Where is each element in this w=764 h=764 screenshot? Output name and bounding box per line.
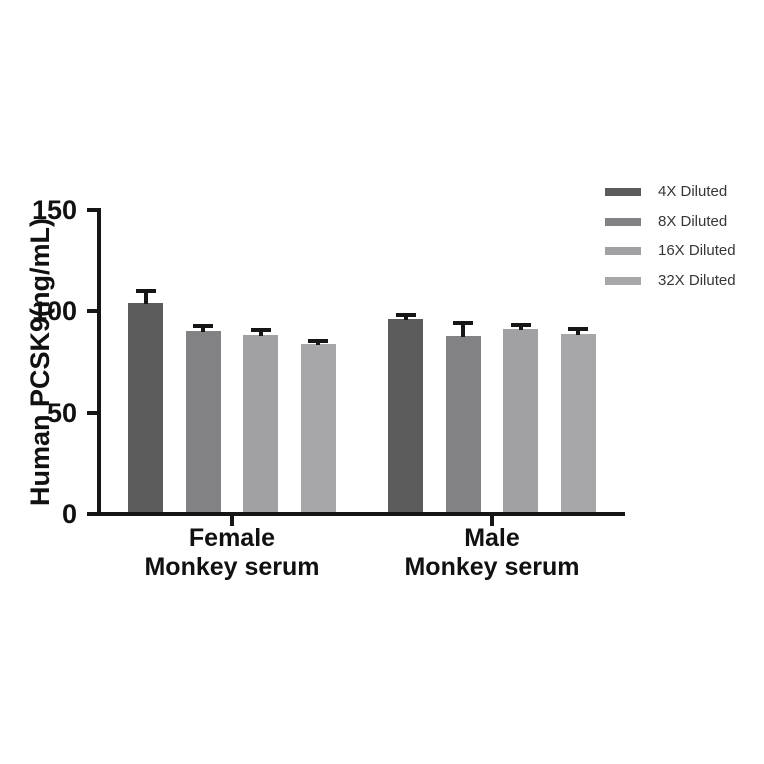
bar-female-16x-diluted: [243, 334, 279, 514]
legend-label-4x-diluted: 4X Diluted: [658, 183, 728, 200]
error-bar-cap-male-4x-diluted: [395, 312, 416, 317]
bar-male-4x-diluted: [388, 319, 424, 514]
legend-swatch-32x-diluted: [605, 277, 641, 286]
x-axis-label-male: Male Monkey serum: [372, 524, 612, 582]
error-bar-stem-male-16x-diluted: [518, 324, 523, 330]
x-axis-label-line2: Monkey serum: [144, 553, 320, 581]
legend-swatch-16x-diluted: [605, 247, 641, 256]
error-bar-stem-male-8x-diluted: [461, 323, 466, 337]
legend-label-16x-diluted: 16X Diluted: [658, 242, 736, 260]
bar-male-32x-diluted: [560, 333, 596, 514]
x-axis-line: [97, 512, 625, 516]
error-bar-cap-female-4x-diluted: [135, 289, 156, 294]
bar-female-8x-diluted: [185, 330, 221, 514]
y-axis-tick-label-150: 150: [31, 195, 77, 225]
error-bar-cap-female-32x-diluted: [308, 339, 329, 344]
error-bar-stem-male-4x-diluted: [403, 314, 408, 321]
y-axis-title: Human PCSK9(ng/mL): [25, 218, 55, 507]
error-bar-stem-female-8x-diluted: [201, 325, 206, 332]
legend-swatch-8x-diluted: [605, 217, 641, 226]
error-bar-stem-female-4x-diluted: [143, 291, 148, 305]
error-bar-cap-male-16x-diluted: [510, 322, 531, 327]
error-bar-cap-female-16x-diluted: [250, 327, 271, 332]
legend-swatch-4x-diluted: [605, 188, 641, 196]
y-axis-tick-100: [87, 309, 97, 314]
bar-female-32x-diluted: [300, 343, 336, 514]
bar-male-16x-diluted: [503, 328, 539, 514]
x-axis-tick-male: [490, 516, 494, 526]
legend-label-32x-diluted: 32X Diluted: [658, 272, 736, 290]
y-axis-tick-label-100: 100: [31, 296, 77, 327]
error-bar-stem-male-32x-diluted: [576, 328, 581, 335]
error-bar-stem-female-16x-diluted: [258, 329, 263, 336]
error-bar-cap-male-8x-diluted: [453, 321, 474, 326]
bar-male-8x-diluted: [445, 335, 481, 514]
error-bar-cap-female-8x-diluted: [193, 323, 214, 328]
y-axis-tick-label-50: 50: [46, 397, 77, 428]
x-axis-label-line1: Female: [188, 524, 276, 552]
x-axis-label-line1: Male: [464, 524, 520, 552]
x-axis-label-line2: Monkey serum: [404, 553, 580, 581]
y-axis-tick-150: [87, 208, 97, 212]
x-axis-tick-female: [230, 516, 234, 526]
x-axis-label-female: Female Monkey serum: [112, 524, 352, 582]
y-axis-line: [97, 208, 101, 516]
error-bar-cap-male-32x-diluted: [568, 326, 589, 331]
y-axis-tick-50: [87, 410, 97, 415]
legend-label-8x-diluted: 8X Diluted: [658, 212, 728, 230]
bar-female-4x-diluted: [128, 303, 164, 514]
y-axis-tick-0: [87, 512, 97, 516]
y-axis-tick-label-0: 0: [61, 499, 77, 529]
